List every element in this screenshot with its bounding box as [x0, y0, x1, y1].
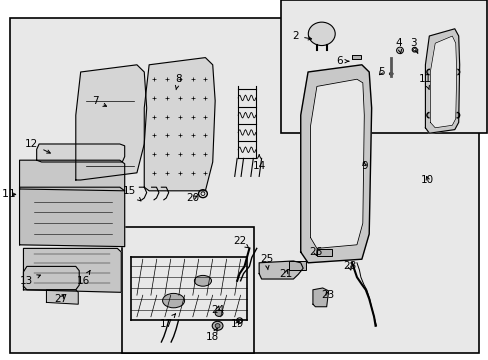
Text: 11: 11: [418, 74, 431, 90]
Text: 10: 10: [421, 175, 433, 185]
Text: 2: 2: [292, 31, 311, 41]
Text: 17: 17: [159, 314, 175, 329]
Polygon shape: [76, 65, 146, 180]
Text: 4: 4: [394, 38, 401, 54]
Ellipse shape: [162, 293, 184, 308]
Text: 26: 26: [308, 247, 322, 257]
Text: 1: 1: [9, 189, 16, 199]
Text: 9: 9: [360, 161, 367, 171]
Bar: [316, 249, 331, 256]
Polygon shape: [20, 187, 124, 247]
Polygon shape: [310, 79, 364, 248]
Text: 13: 13: [20, 275, 41, 286]
Polygon shape: [429, 36, 456, 128]
Text: 27: 27: [54, 294, 68, 304]
Text: 24: 24: [210, 305, 224, 315]
Text: 23: 23: [320, 290, 334, 300]
Ellipse shape: [212, 321, 223, 330]
Ellipse shape: [454, 112, 459, 118]
Text: 16: 16: [76, 271, 90, 286]
Ellipse shape: [215, 324, 220, 328]
Ellipse shape: [426, 112, 431, 118]
Polygon shape: [259, 261, 303, 279]
Ellipse shape: [308, 22, 335, 46]
Text: 19: 19: [230, 319, 244, 329]
Ellipse shape: [412, 49, 415, 51]
Text: 1: 1: [1, 189, 8, 199]
Text: 6: 6: [336, 56, 348, 66]
Polygon shape: [425, 29, 459, 133]
Text: 8: 8: [175, 74, 182, 90]
Polygon shape: [20, 160, 124, 191]
Polygon shape: [144, 58, 215, 191]
Ellipse shape: [426, 69, 431, 75]
Ellipse shape: [194, 275, 211, 286]
FancyBboxPatch shape: [10, 18, 478, 353]
FancyBboxPatch shape: [122, 227, 254, 353]
Polygon shape: [312, 288, 328, 307]
Text: 12: 12: [25, 139, 50, 153]
Polygon shape: [23, 248, 121, 292]
Text: 7: 7: [92, 96, 106, 106]
Text: 20: 20: [186, 193, 199, 203]
Text: 22: 22: [232, 236, 248, 248]
FancyBboxPatch shape: [281, 0, 486, 133]
Polygon shape: [46, 290, 78, 304]
Ellipse shape: [454, 69, 459, 75]
Text: 18: 18: [205, 328, 219, 342]
Text: 28: 28: [342, 261, 356, 271]
Text: 14: 14: [252, 155, 265, 171]
Bar: [288, 261, 305, 270]
Ellipse shape: [396, 47, 403, 54]
Text: 25: 25: [259, 254, 273, 270]
Bar: [351, 55, 360, 59]
Polygon shape: [37, 144, 124, 162]
Polygon shape: [23, 266, 79, 290]
Text: 21: 21: [279, 269, 292, 279]
Ellipse shape: [388, 72, 392, 75]
Ellipse shape: [215, 310, 223, 316]
Text: 15: 15: [122, 186, 141, 201]
Polygon shape: [300, 65, 371, 263]
Text: 3: 3: [409, 38, 417, 54]
Text: 5: 5: [377, 67, 384, 77]
